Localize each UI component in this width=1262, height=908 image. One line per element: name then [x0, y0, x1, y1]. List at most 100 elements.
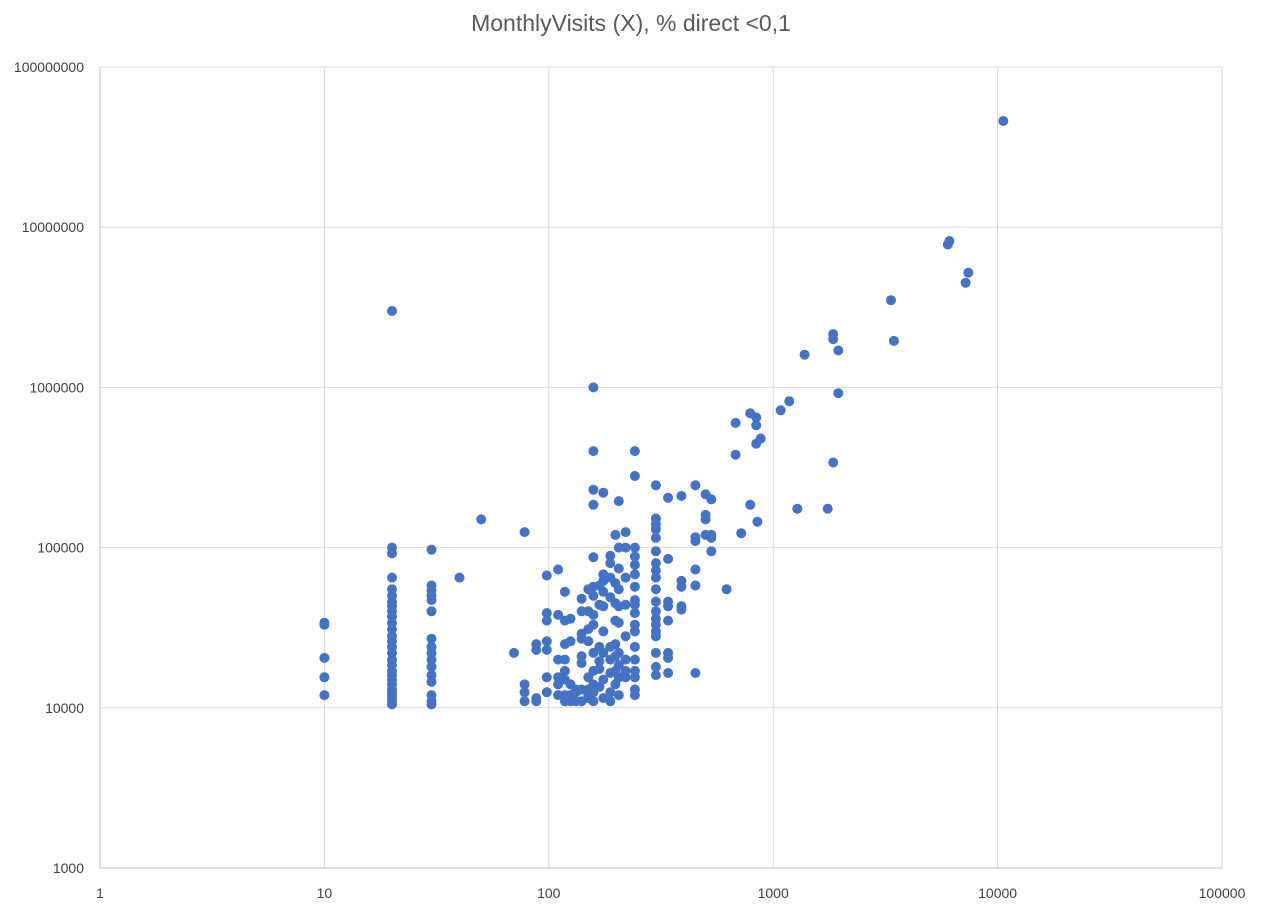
data-point: [613, 584, 624, 595]
data-point: [541, 570, 552, 581]
data-point: [588, 552, 599, 563]
data-point: [594, 656, 605, 667]
data-point: [998, 116, 1009, 126]
data-point: [721, 584, 732, 595]
data-point: [629, 641, 640, 652]
data-point: [736, 528, 747, 539]
data-point: [605, 687, 616, 698]
data-point: [519, 679, 530, 690]
data-point: [605, 558, 616, 569]
data-point: [319, 619, 330, 630]
data-point: [598, 674, 609, 685]
data-point: [784, 396, 795, 407]
data-point: [613, 647, 624, 658]
data-point: [706, 532, 717, 543]
data-point: [559, 654, 570, 665]
chart-title: MonthlyVisits (X), % direct <0,1: [471, 10, 791, 36]
data-point: [319, 652, 330, 663]
data-point: [519, 687, 530, 698]
data-point: [426, 606, 437, 617]
data-point: [676, 491, 687, 501]
data-point: [629, 559, 640, 570]
data-point: [387, 699, 397, 710]
data-point: [620, 654, 631, 665]
data-point: [676, 604, 687, 615]
data-point: [426, 544, 437, 555]
data-point: [650, 572, 661, 583]
data-points: [319, 116, 1009, 710]
data-point: [650, 480, 661, 491]
data-point: [963, 267, 974, 278]
data-point: [629, 654, 640, 665]
data-point: [663, 492, 674, 503]
data-point: [541, 636, 552, 647]
data-point: [620, 672, 631, 683]
data-point: [775, 405, 786, 416]
data-point: [629, 690, 640, 701]
data-point: [541, 608, 552, 619]
data-point: [663, 553, 674, 564]
data-point: [541, 615, 552, 626]
data-point: [629, 581, 640, 592]
data-point: [650, 631, 661, 642]
data-point: [792, 503, 803, 514]
data-point: [588, 609, 599, 620]
data-point: [559, 586, 570, 597]
data-point: [629, 569, 640, 580]
data-point: [598, 601, 609, 612]
data-point: [629, 626, 640, 637]
data-point: [650, 670, 661, 681]
data-point: [387, 548, 397, 559]
data-point: [613, 690, 624, 701]
data-point: [605, 550, 616, 561]
data-point: [509, 647, 519, 658]
data-point: [594, 681, 605, 692]
data-point: [541, 644, 552, 655]
data-point: [700, 514, 711, 525]
data-point: [650, 565, 661, 576]
data-point: [690, 580, 701, 591]
data-point: [588, 446, 599, 457]
data-point: [650, 647, 661, 658]
data-point: [828, 457, 839, 468]
y-tick-label: 1000: [53, 860, 84, 876]
data-point: [610, 529, 621, 540]
data-point: [960, 277, 971, 288]
data-point: [833, 388, 844, 399]
data-point: [583, 636, 594, 647]
data-point: [598, 487, 609, 498]
data-point: [650, 546, 661, 557]
x-tick-label: 100: [537, 885, 561, 901]
data-point: [706, 494, 717, 505]
data-point: [598, 586, 609, 597]
data-point: [663, 615, 674, 626]
data-point: [752, 516, 763, 527]
data-point: [613, 660, 624, 670]
data-point: [588, 590, 599, 601]
data-point: [576, 593, 587, 604]
data-point: [828, 334, 839, 345]
x-tick-label: 1: [96, 885, 104, 901]
data-point: [620, 572, 631, 583]
data-point: [944, 236, 955, 246]
data-point: [822, 503, 833, 514]
data-point: [888, 335, 899, 346]
data-point: [588, 382, 599, 393]
data-point: [620, 527, 631, 538]
data-point: [588, 696, 599, 707]
data-point: [605, 696, 616, 707]
data-point: [833, 345, 844, 356]
data-point: [751, 420, 762, 431]
data-point: [454, 572, 465, 583]
data-point: [426, 595, 437, 606]
gridlines: [100, 66, 1223, 868]
data-point: [629, 471, 640, 481]
data-point: [610, 639, 621, 650]
axes: [99, 67, 1222, 869]
data-point: [559, 665, 570, 676]
x-tick-label: 1000: [758, 885, 789, 901]
data-point: [730, 449, 741, 460]
data-point: [620, 631, 631, 642]
data-point: [663, 668, 674, 678]
data-point: [553, 609, 564, 620]
